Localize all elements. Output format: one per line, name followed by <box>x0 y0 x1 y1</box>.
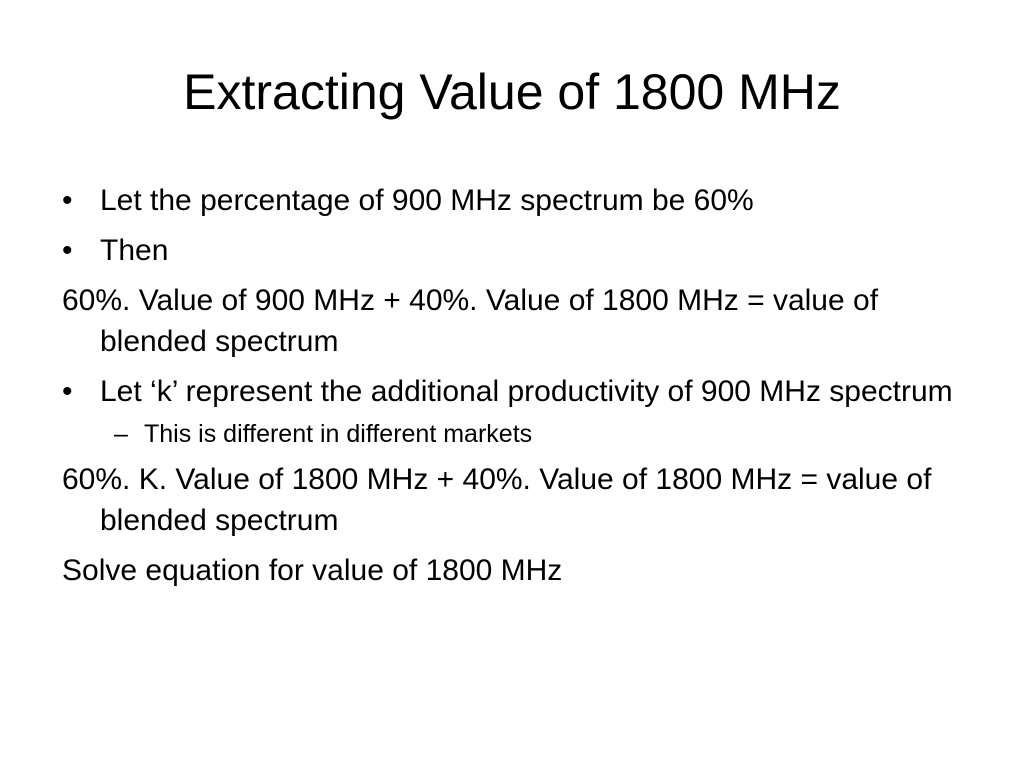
slide-title: Extracting Value of 1800 MHz <box>183 64 841 120</box>
equation-paragraph: 60%. K. Value of 1800 MHz + 40%. Value o… <box>62 463 932 537</box>
slide-body: Let the percentage of 900 MHz spectrum b… <box>62 180 972 600</box>
equation-paragraph: 60%. Value of 900 MHz + 40%. Value of 18… <box>62 284 879 358</box>
bullet-item: Let ‘k’ represent the additional product… <box>62 371 972 412</box>
sub-bullet-item: This is different in different markets <box>62 417 972 451</box>
bullet-item: Then <box>62 230 972 271</box>
conclusion-paragraph: Solve equation for value of 1800 MHz <box>62 554 563 587</box>
bullet-item: Let the percentage of 900 MHz spectrum b… <box>62 180 972 221</box>
